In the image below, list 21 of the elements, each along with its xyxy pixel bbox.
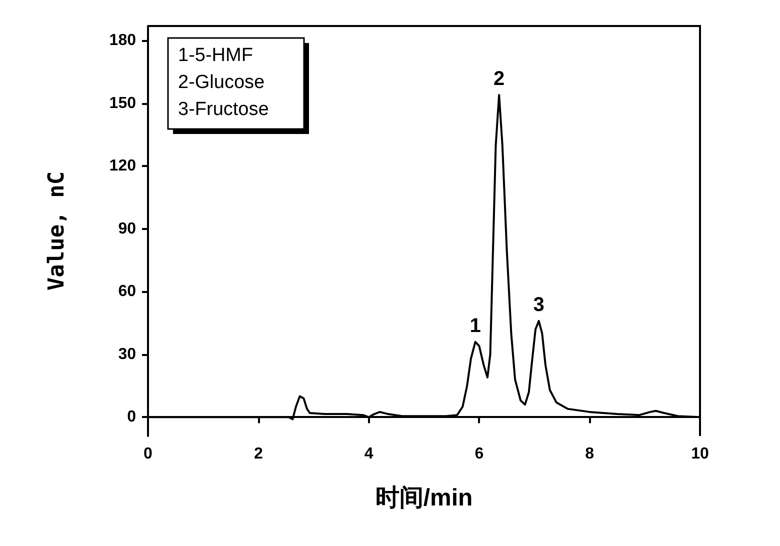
x-axis-title: 时间/min — [375, 484, 473, 512]
x-tick-label: 2 — [254, 446, 263, 462]
y-tick-label: 60 — [118, 283, 136, 300]
annotation: 3 — [533, 294, 544, 316]
x-tick-label: 6 — [474, 446, 484, 462]
y-tick-label: 90 — [118, 220, 136, 238]
annotation: 3-Fructose — [178, 99, 269, 120]
y-tick-label: 180 — [109, 32, 136, 50]
x-tick-label: 0 — [144, 446, 153, 462]
annotation: 2-Glucose — [178, 72, 265, 93]
annotation: 1 — [470, 314, 481, 337]
x-tick-label: 10 — [691, 446, 709, 462]
y-axis-title: Value, nC — [44, 171, 70, 291]
annotation: 2 — [494, 68, 505, 90]
annotation: 1-5-HMF — [178, 45, 253, 66]
x-tick-label: 8 — [585, 446, 594, 462]
y-tick-label: 0 — [127, 408, 136, 426]
y-tick-label: 120 — [109, 158, 136, 175]
y-tick-label: 150 — [109, 94, 136, 112]
x-tick-label: 4 — [364, 446, 374, 462]
y-tick-label: 30 — [118, 346, 136, 363]
